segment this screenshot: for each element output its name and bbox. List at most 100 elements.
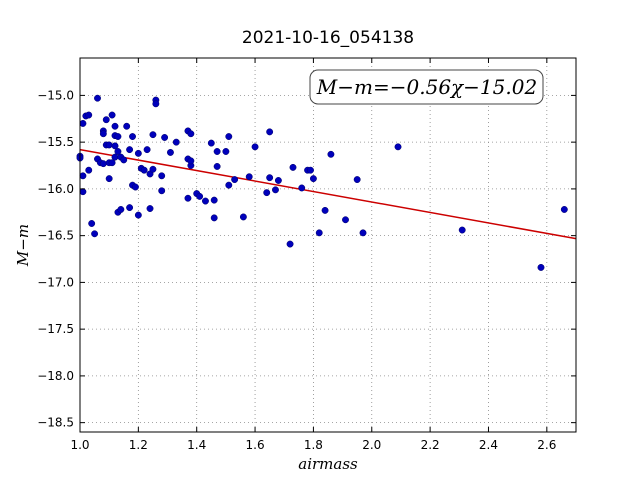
data-point [266, 128, 274, 136]
data-point [359, 229, 367, 237]
data-point [263, 189, 271, 197]
data-point [315, 229, 323, 237]
data-point [108, 159, 116, 167]
y-axis-label: M−m [14, 224, 32, 267]
data-point [537, 263, 545, 271]
y-tick-label: −17.0 [37, 275, 74, 289]
data-point [225, 181, 233, 189]
data-point [85, 166, 93, 174]
data-point [184, 194, 192, 202]
data-point [274, 177, 282, 184]
data-point [105, 175, 113, 183]
data-point [126, 204, 134, 212]
data-point [202, 197, 209, 205]
data-point [111, 122, 119, 130]
data-point [251, 143, 259, 151]
y-tick-label: −15.0 [37, 88, 74, 102]
grid-lines [79, 58, 576, 432]
data-point [123, 122, 131, 130]
data-point [108, 111, 116, 119]
data-point [79, 172, 87, 180]
data-point [99, 160, 107, 168]
x-tick-label: 1.0 [70, 438, 89, 452]
x-tick-label: 1.6 [246, 438, 265, 452]
data-point [353, 176, 361, 184]
data-point [161, 134, 169, 141]
data-point [149, 165, 157, 173]
data-point [213, 163, 221, 170]
data-point [140, 166, 148, 174]
data-point [94, 94, 101, 102]
data-point [158, 187, 166, 195]
data-point [91, 230, 99, 238]
data-point [207, 139, 215, 147]
data-point [149, 131, 157, 139]
data-point [458, 226, 466, 234]
y-tick-label: −16.5 [37, 229, 74, 243]
x-tick-label: 1.4 [187, 438, 206, 452]
data-point [289, 163, 297, 171]
data-point [327, 150, 335, 158]
data-point [222, 148, 230, 155]
data-point [152, 100, 160, 108]
data-point [129, 133, 136, 140]
y-tick-label: −18.0 [37, 369, 74, 383]
data-point [309, 175, 317, 183]
data-point [172, 138, 180, 146]
x-tick-label: 2.6 [537, 438, 556, 452]
x-tick-label: 2.2 [421, 438, 440, 452]
data-point [102, 116, 110, 124]
data-point [143, 146, 151, 154]
data-point [99, 130, 107, 138]
data-point [245, 173, 253, 181]
data-point [114, 133, 122, 140]
data-point [187, 130, 195, 138]
data-point [126, 146, 134, 154]
data-point [210, 214, 218, 222]
data-point [298, 184, 306, 192]
chart-title: 2021-10-16_054138 [242, 28, 414, 48]
data-point [111, 142, 119, 150]
x-tick-label: 1.2 [129, 438, 148, 452]
data-point [85, 111, 93, 119]
data-point [158, 172, 166, 180]
data-point [117, 206, 125, 213]
data-point [79, 188, 87, 196]
data-point [213, 148, 221, 155]
data-point [114, 148, 122, 155]
plot-frame [79, 57, 577, 433]
data-point [131, 183, 139, 191]
y-tick-label: −17.5 [37, 322, 74, 336]
data-points [76, 94, 568, 271]
fit-line [79, 148, 577, 240]
data-point [286, 240, 294, 248]
x-tick-label: 2.0 [362, 438, 381, 452]
data-point [166, 148, 174, 156]
x-tick-labels: 1.0 1.2 1.4 1.6 1.8 2.0 2.2 2.4 2.6 [70, 438, 556, 452]
axis-ticks [79, 58, 576, 432]
data-point [231, 176, 239, 184]
data-point [134, 149, 142, 157]
fit-equation-box: M−m=−0.56χ−15.02 [309, 69, 544, 105]
data-point [196, 192, 204, 200]
fit-equation: M−m=−0.56χ−15.02 [316, 75, 537, 99]
data-point [342, 216, 349, 224]
data-point [272, 186, 279, 194]
y-tick-label: −15.5 [37, 135, 74, 149]
data-point [307, 166, 314, 174]
x-tick-label: 2.4 [479, 438, 498, 452]
data-point [105, 141, 113, 149]
data-point [88, 220, 96, 227]
fit-line-layer [79, 148, 577, 240]
x-tick-label: 1.8 [304, 438, 323, 452]
data-point [266, 174, 274, 182]
y-tick-label: −16.0 [37, 182, 74, 196]
data-point [134, 211, 142, 219]
data-point [79, 120, 87, 127]
data-point [225, 133, 233, 140]
data-point [321, 206, 329, 214]
data-point [394, 143, 402, 151]
data-point [210, 196, 218, 204]
data-point [120, 156, 128, 164]
